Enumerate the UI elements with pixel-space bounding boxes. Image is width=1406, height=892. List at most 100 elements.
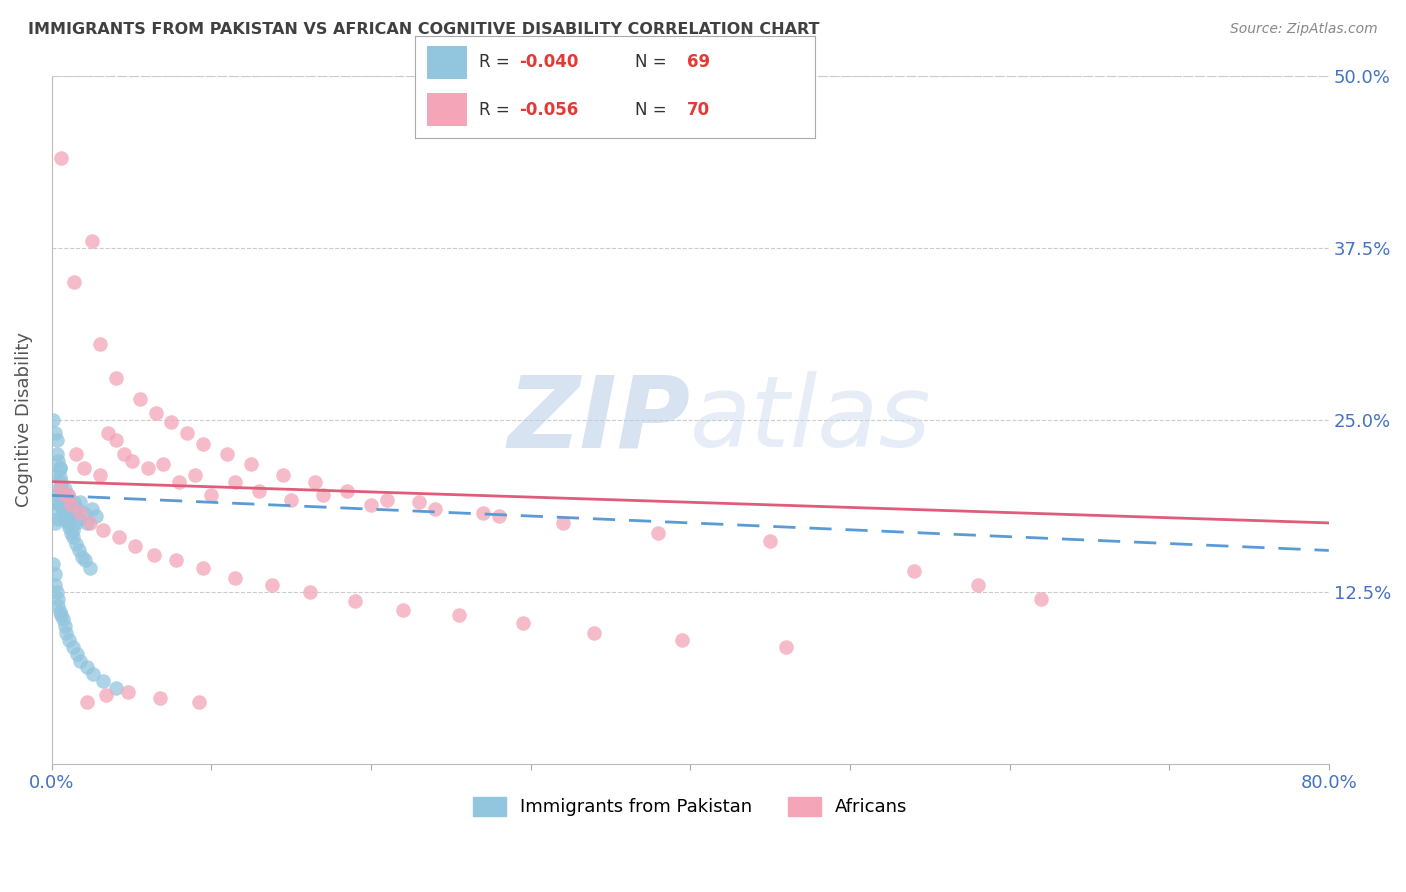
Point (112, 447, 135, 461)
Point (62, 640, 84, 654)
Point (66, 502, 89, 516)
Point (65, 516, 87, 530)
Point (69, 495, 91, 509)
Point (56, 488, 79, 502)
Point (488, 509, 510, 524)
Point (1031, 591, 1053, 606)
Point (128, 392, 150, 406)
Point (94, 688, 117, 702)
Point (59, 502, 82, 516)
Point (48, 482, 70, 496)
Point (512, 616, 534, 631)
Point (75, 553, 97, 567)
Point (42, 558, 65, 572)
Point (447, 608, 470, 623)
Text: R =: R = (479, 54, 515, 71)
Point (247, 484, 270, 499)
Text: R =: R = (479, 101, 515, 119)
Text: IMMIGRANTS FROM PAKISTAN VS AFRICAN COGNITIVE DISABILITY CORRELATION CHART: IMMIGRANTS FROM PAKISTAN VS AFRICAN COGN… (28, 22, 820, 37)
Point (44, 578, 66, 592)
Text: N =: N = (636, 54, 672, 71)
Point (56, 488, 79, 502)
Point (44, 566, 66, 581)
Point (423, 502, 446, 516)
Point (136, 460, 159, 475)
Point (45, 584, 67, 599)
Point (66, 647, 89, 661)
Point (224, 571, 246, 585)
Point (53, 498, 76, 512)
Point (53, 488, 76, 502)
Bar (427, 93, 467, 126)
Point (344, 594, 367, 608)
Point (46, 591, 69, 606)
Point (52, 487, 75, 501)
Point (200, 488, 222, 502)
Point (46, 512, 69, 526)
Point (360, 498, 382, 512)
Point (240, 457, 263, 471)
Point (312, 488, 335, 502)
Point (184, 467, 207, 482)
Point (193, 437, 215, 451)
Point (52, 488, 75, 502)
Point (966, 578, 988, 592)
Point (336, 484, 359, 499)
Point (79, 516, 101, 530)
Point (51, 482, 73, 496)
Point (104, 434, 127, 448)
Point (46, 482, 69, 496)
Point (299, 584, 322, 599)
Point (58, 632, 80, 647)
Point (48, 460, 70, 475)
Point (304, 475, 326, 489)
Y-axis label: Cognitive Disability: Cognitive Disability (15, 332, 32, 508)
Point (89, 467, 111, 482)
Point (187, 695, 209, 709)
Text: atlas: atlas (690, 371, 932, 468)
Text: Source: ZipAtlas.com: Source: ZipAtlas.com (1230, 22, 1378, 37)
Point (193, 561, 215, 575)
Point (280, 492, 302, 507)
Bar (427, 45, 467, 78)
Point (51, 492, 73, 507)
Point (48, 470, 70, 484)
Point (46, 599, 69, 613)
Point (79, 561, 101, 575)
Point (53, 619, 76, 633)
Point (48, 498, 70, 512)
Text: 70: 70 (688, 101, 710, 119)
Point (104, 681, 127, 695)
Point (91, 674, 114, 689)
Point (69, 506, 91, 520)
Point (48, 460, 70, 475)
Point (142, 548, 165, 562)
Point (217, 447, 239, 461)
Point (70, 550, 93, 565)
Point (42, 495, 65, 509)
Point (408, 495, 430, 509)
Point (55, 506, 77, 520)
Point (165, 553, 187, 567)
Point (76, 516, 98, 530)
Point (89, 337, 111, 351)
Point (224, 475, 246, 489)
Point (53, 482, 76, 496)
Point (51, 475, 73, 489)
Point (104, 371, 127, 385)
Text: -0.040: -0.040 (519, 54, 578, 71)
Point (107, 530, 129, 544)
Point (42, 412, 65, 426)
Text: ZIP: ZIP (508, 371, 690, 468)
Point (44, 467, 66, 482)
Point (59, 498, 82, 512)
Point (260, 578, 283, 592)
Point (56, 516, 79, 530)
Point (82, 667, 104, 681)
Legend: Immigrants from Pakistan, Africans: Immigrants from Pakistan, Africans (465, 789, 915, 823)
Point (80, 234, 103, 248)
Point (392, 602, 415, 616)
Text: N =: N = (636, 101, 672, 119)
Point (160, 416, 183, 430)
Point (48, 606, 70, 620)
